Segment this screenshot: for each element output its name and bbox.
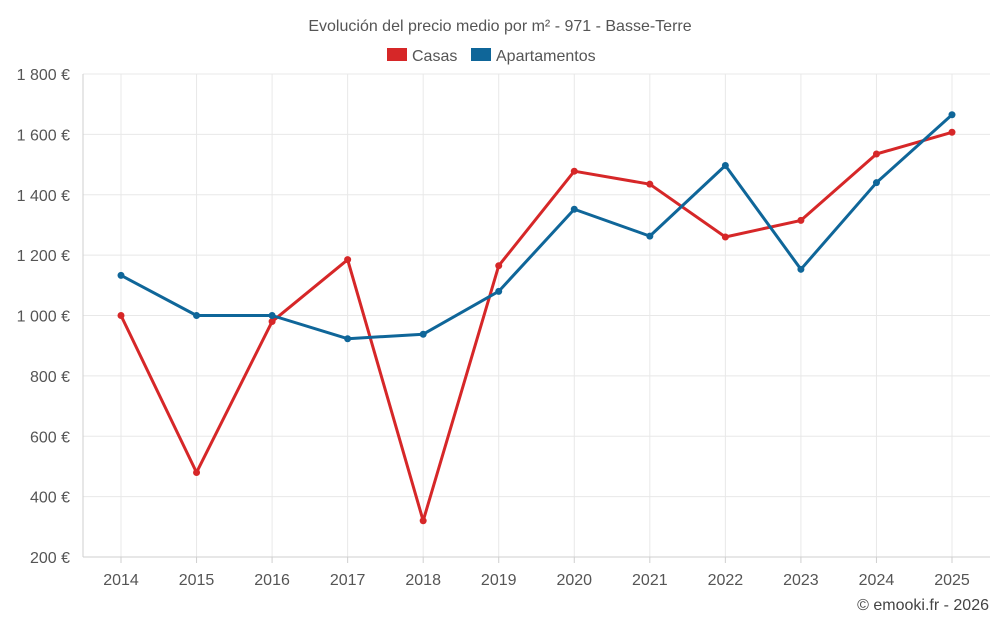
chart-title: Evolución del precio medio por m² - 971 …	[308, 18, 691, 35]
y-tick-label: 1 200 €	[17, 248, 70, 265]
data-point	[193, 312, 201, 319]
data-point	[193, 468, 201, 476]
data-point	[570, 167, 578, 175]
legend-item-apartamentos[interactable]: Apartamentos	[471, 48, 596, 65]
series-casas	[117, 128, 956, 525]
x-tick-label: 2019	[481, 572, 517, 589]
x-tick-label: 2015	[179, 572, 215, 589]
legend-label: Apartamentos	[496, 48, 596, 65]
data-point	[117, 271, 125, 279]
y-tick-label: 1 000 €	[17, 309, 70, 326]
y-tick-label: 1 800 €	[17, 67, 70, 84]
legend-item-casas[interactable]: Casas	[387, 48, 457, 65]
x-tick-label: 2020	[556, 572, 592, 589]
data-point	[721, 161, 729, 169]
y-tick-label: 200 €	[30, 550, 70, 567]
y-tick-label: 800 €	[30, 369, 70, 386]
legend-label: Casas	[412, 48, 457, 65]
data-point	[721, 233, 729, 241]
series-line	[119, 113, 954, 341]
credit-text: © emooki.fr - 2026	[857, 597, 989, 614]
series-line	[119, 130, 954, 523]
x-tick-label: 2022	[708, 572, 744, 589]
data-point	[797, 265, 805, 273]
x-axis-ticks: 2014 2015 2016 2017 2018 2019 2020 2021 2022 2023…	[103, 557, 970, 589]
y-tick-label: 400 €	[30, 490, 70, 507]
data-point	[495, 287, 503, 295]
data-point	[948, 111, 956, 119]
data-point	[344, 335, 352, 343]
x-tick-label: 2016	[254, 572, 290, 589]
legend-swatch	[471, 48, 491, 61]
x-tick-label: 2017	[330, 572, 366, 589]
y-tick-label: 1 600 €	[17, 127, 70, 144]
data-point	[570, 205, 578, 213]
data-point	[646, 180, 654, 188]
grid	[82, 73, 990, 558]
data-point	[872, 150, 880, 158]
x-tick-label: 2018	[405, 572, 441, 589]
x-tick-label: 2025	[934, 572, 970, 589]
data-point	[268, 312, 276, 319]
data-point	[797, 216, 805, 224]
data-point	[344, 256, 352, 264]
x-tick-label: 2021	[632, 572, 668, 589]
data-point	[117, 312, 125, 319]
x-tick-label: 2014	[103, 572, 139, 589]
data-point	[646, 232, 654, 240]
data-point	[419, 330, 427, 338]
data-point	[495, 262, 503, 270]
legend: Casas Apartamentos	[387, 48, 596, 65]
y-axis-ticks: 200 € 400 € 600 € 800 € 1 000 € 1 200 € 1 400 …	[17, 67, 70, 567]
data-point	[872, 179, 880, 187]
x-tick-label: 2024	[859, 572, 895, 589]
y-tick-label: 1 400 €	[17, 188, 70, 205]
data-point	[948, 128, 956, 136]
y-tick-label: 600 €	[30, 429, 70, 446]
x-tick-label: 2023	[783, 572, 819, 589]
series-apartamentos	[117, 111, 956, 343]
data-point	[268, 318, 276, 326]
legend-swatch	[387, 48, 407, 61]
data-point	[419, 517, 427, 525]
series-layer	[117, 111, 956, 525]
